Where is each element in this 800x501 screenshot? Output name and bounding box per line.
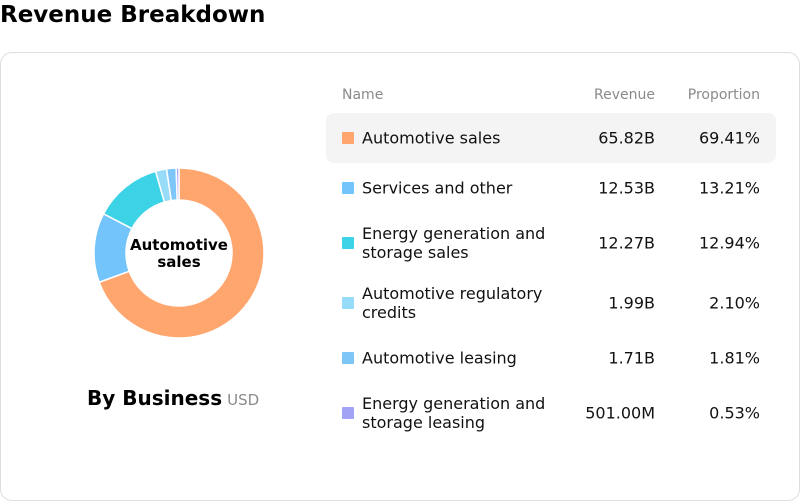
row-proportion: 69.41% (698, 128, 760, 148)
page-title: Revenue Breakdown (0, 2, 266, 28)
row-revenue: 12.53B (598, 178, 655, 198)
table-row[interactable]: Automotive leasing 1.71B 1.81% (326, 333, 776, 383)
row-proportion: 12.94% (698, 233, 760, 253)
row-name: Automotive leasing (362, 348, 517, 368)
row-proportion: 1.81% (709, 348, 760, 368)
chart-caption-unit: USD (227, 391, 260, 409)
table-row[interactable]: Services and other 12.53B 13.21% (326, 163, 776, 213)
revenue-table: Name Revenue Proportion Automotive sales… (326, 83, 776, 443)
table-row[interactable]: Energy generation and storage leasing 50… (326, 383, 776, 443)
row-proportion: 13.21% (698, 178, 760, 198)
legend-swatch (342, 237, 354, 249)
row-name: Energy generation and storage leasing (362, 394, 546, 432)
row-proportion: 2.10% (709, 293, 760, 313)
row-name: Automotive sales (362, 128, 501, 148)
donut-slice-0[interactable] (98, 167, 265, 339)
legend-swatch (342, 182, 354, 194)
header-name: Name (342, 87, 384, 103)
donut-chart: Automotive sales (91, 165, 267, 341)
row-revenue: 501.00M (585, 403, 655, 423)
row-name: Services and other (362, 178, 513, 198)
table-row[interactable]: Automotive sales 65.82B 69.41% (326, 113, 776, 163)
row-revenue: 65.82B (598, 128, 655, 148)
table-row[interactable]: Automotive regulatory credits 1.99B 2.10… (326, 273, 776, 333)
legend-swatch (342, 132, 354, 144)
revenue-card: Automotive sales By Business USD Name Rev… (0, 52, 800, 501)
chart-caption-title: By Business (87, 386, 223, 410)
donut-center-label: Automotive sales (130, 236, 228, 271)
header-revenue: Revenue (594, 87, 655, 103)
row-revenue: 1.99B (608, 293, 655, 313)
legend-swatch (342, 407, 354, 419)
table-row[interactable]: Energy generation and storage sales 12.2… (326, 213, 776, 273)
row-name: Energy generation and storage sales (362, 224, 546, 262)
chart-caption: By Business USD (87, 386, 259, 410)
legend-swatch (342, 352, 354, 364)
table-header: Name Revenue Proportion (326, 83, 776, 113)
header-proportion: Proportion (687, 87, 760, 103)
legend-swatch (342, 297, 354, 309)
row-proportion: 0.53% (709, 403, 760, 423)
row-revenue: 12.27B (598, 233, 655, 253)
donut-slice-5[interactable] (175, 167, 180, 201)
donut-svg (93, 167, 265, 339)
row-name: Automotive regulatory credits (362, 284, 543, 322)
row-revenue: 1.71B (608, 348, 655, 368)
